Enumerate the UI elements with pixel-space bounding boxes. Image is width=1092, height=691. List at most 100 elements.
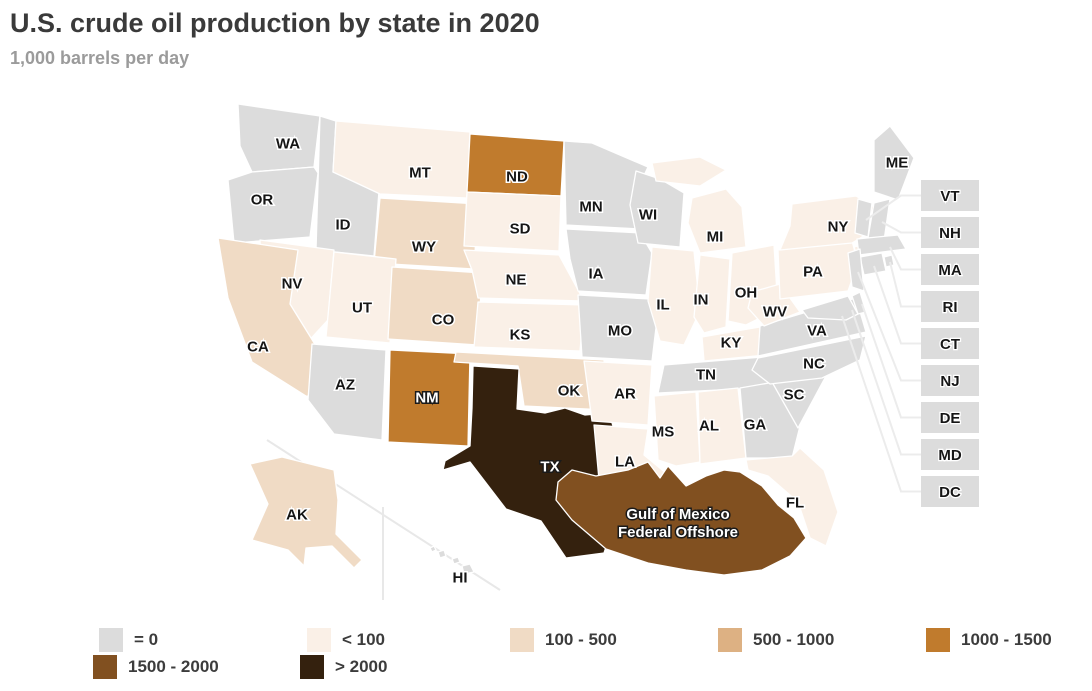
legend-label-1: < 100 bbox=[342, 630, 386, 649]
state-label-wi: WI bbox=[639, 207, 657, 224]
state-co[interactable] bbox=[387, 266, 483, 346]
state-label-ky: KY bbox=[721, 335, 742, 352]
state-mt[interactable] bbox=[332, 120, 471, 199]
legend-item-1: < 100 bbox=[307, 628, 385, 652]
connector-line-ma bbox=[889, 246, 921, 271]
state-label-va: VA bbox=[807, 323, 827, 340]
state-label-ar: AR bbox=[614, 386, 636, 403]
state-me[interactable] bbox=[873, 125, 915, 201]
state-label-mt: MT bbox=[409, 165, 431, 182]
state-label-ga: GA bbox=[744, 417, 767, 434]
state-hi[interactable] bbox=[429, 545, 437, 553]
state-label-il: IL bbox=[656, 297, 669, 314]
legend-item-2: 100 - 500 bbox=[510, 628, 617, 652]
state-label-wa: WA bbox=[276, 136, 300, 153]
state-box-ri[interactable] bbox=[921, 291, 979, 322]
state-ct[interactable] bbox=[859, 252, 887, 276]
state-ks[interactable] bbox=[473, 301, 585, 352]
legend-swatch-5 bbox=[93, 655, 117, 679]
legend-label-2: 100 - 500 bbox=[545, 630, 617, 649]
state-label-me: ME bbox=[886, 155, 909, 172]
state-nm[interactable] bbox=[387, 349, 471, 447]
state-hi[interactable] bbox=[437, 549, 447, 559]
state-az[interactable] bbox=[307, 343, 387, 441]
state-ms[interactable] bbox=[653, 391, 701, 467]
state-label-ok: OK bbox=[558, 383, 581, 400]
state-label-oh: OH bbox=[735, 285, 758, 302]
state-label-sd: SD bbox=[510, 221, 531, 238]
state-box-label-vt: VT bbox=[940, 188, 959, 205]
state-label-ca: CA bbox=[247, 339, 269, 356]
state-box-label-ma: MA bbox=[938, 262, 961, 279]
state-mi[interactable] bbox=[651, 156, 727, 187]
state-nc[interactable] bbox=[751, 335, 867, 385]
connector-line-nj bbox=[857, 271, 921, 382]
state-label-ny: NY bbox=[828, 219, 849, 236]
state-label-al: AL bbox=[699, 418, 719, 435]
state-box-md[interactable] bbox=[921, 439, 979, 470]
state-label-wy: WY bbox=[412, 239, 436, 256]
state-label-nc: NC bbox=[803, 356, 825, 373]
state-ma[interactable] bbox=[856, 234, 907, 256]
state-box-label-ct: CT bbox=[940, 336, 960, 353]
region-gulf-of-mexico-federal-offshore[interactable] bbox=[555, 461, 807, 576]
state-box-ma[interactable] bbox=[921, 254, 979, 285]
chart-header: U.S. crude oil production by state in 20… bbox=[10, 8, 540, 69]
state-in[interactable] bbox=[693, 254, 731, 334]
legend-label-5: 1500 - 2000 bbox=[128, 657, 219, 676]
state-box-label-de: DE bbox=[940, 410, 961, 427]
state-box-nh[interactable] bbox=[921, 217, 979, 248]
state-sd[interactable] bbox=[463, 191, 562, 252]
legend-swatch-6 bbox=[300, 655, 324, 679]
legend-swatch-4 bbox=[926, 628, 950, 652]
gulf-label-line2: Federal Offshore bbox=[618, 524, 738, 541]
legend-swatch-3 bbox=[718, 628, 742, 652]
chart-subtitle: 1,000 barrels per day bbox=[10, 48, 190, 68]
state-label-nm: NM bbox=[415, 390, 438, 407]
state-box-ct[interactable] bbox=[921, 328, 979, 359]
state-label-ms: MS bbox=[652, 424, 675, 441]
state-ok[interactable] bbox=[453, 351, 609, 411]
state-ak[interactable] bbox=[249, 456, 363, 569]
connector-line-vt bbox=[865, 194, 921, 221]
state-box-dc[interactable] bbox=[921, 476, 979, 507]
legend-swatch-2 bbox=[510, 628, 534, 652]
state-box-vt[interactable] bbox=[921, 180, 979, 211]
state-mi[interactable] bbox=[687, 188, 747, 254]
state-mo[interactable] bbox=[577, 294, 659, 362]
state-label-wv: WV bbox=[763, 304, 787, 321]
state-label-ut: UT bbox=[352, 300, 372, 317]
connector-line-ct bbox=[873, 265, 921, 345]
state-label-mo: MO bbox=[608, 323, 632, 340]
state-box-nj[interactable] bbox=[921, 365, 979, 396]
legend-label-6: > 2000 bbox=[335, 657, 388, 676]
state-label-in: IN bbox=[694, 292, 709, 309]
state-box-label-dc: DC bbox=[939, 484, 961, 501]
state-ne[interactable] bbox=[463, 249, 585, 302]
connector-line-de bbox=[861, 303, 921, 419]
state-hi[interactable] bbox=[451, 556, 461, 565]
state-label-ne: NE bbox=[506, 272, 527, 289]
legend-swatch-1 bbox=[307, 628, 331, 652]
state-ar[interactable] bbox=[583, 360, 653, 426]
connector-line-md bbox=[851, 309, 921, 456]
state-label-la: LA bbox=[615, 454, 635, 471]
state-label-az: AZ bbox=[335, 377, 355, 394]
state-md[interactable] bbox=[801, 295, 859, 321]
state-fl[interactable] bbox=[745, 447, 839, 547]
state-il[interactable] bbox=[647, 246, 701, 346]
state-ri[interactable] bbox=[883, 254, 895, 268]
state-nd[interactable] bbox=[466, 133, 565, 197]
state-label-id: ID bbox=[336, 217, 351, 234]
state-label-mi: MI bbox=[707, 229, 724, 246]
state-label-hi: HI bbox=[453, 570, 468, 587]
state-hi[interactable] bbox=[461, 563, 475, 575]
state-nj[interactable] bbox=[847, 248, 865, 292]
state-box-de[interactable] bbox=[921, 402, 979, 433]
legend-label-0: = 0 bbox=[134, 630, 159, 649]
legend-swatch-0 bbox=[99, 628, 123, 652]
state-ut[interactable] bbox=[325, 251, 397, 344]
state-label-ak: AK bbox=[286, 507, 308, 524]
